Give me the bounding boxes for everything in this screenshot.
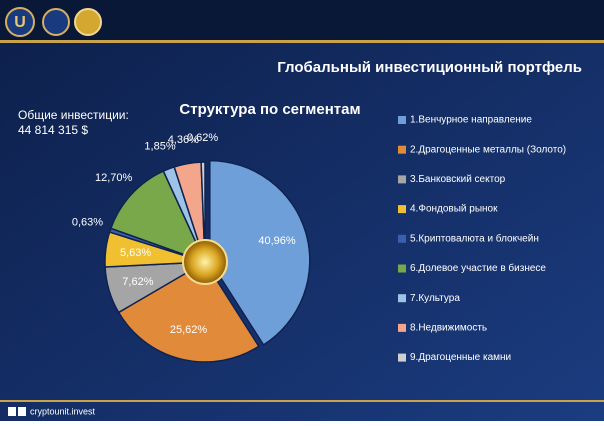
- legend-swatch: [398, 175, 406, 184]
- data-label: 5,63%: [120, 247, 151, 259]
- social-icon: [8, 407, 16, 416]
- legend-swatch: [398, 294, 406, 303]
- legend-label: 7.Культура: [410, 293, 460, 304]
- chart-title: Структура по сегментам: [179, 101, 360, 118]
- legend-swatch: [398, 116, 406, 124]
- center-coin: [182, 239, 228, 285]
- data-label: 4,36%: [168, 134, 199, 146]
- legend-label: 8.Недвижимость: [410, 323, 487, 334]
- summary-value: 44 814 315 $: [18, 123, 88, 137]
- logo: [42, 8, 70, 36]
- legend-swatch: [398, 234, 406, 243]
- legend-swatch: [398, 323, 406, 332]
- legend-label: 2.Драгоценные металлы (Золото): [410, 144, 566, 155]
- legend-swatch: [398, 353, 406, 362]
- pie: 40,96% 25,62% 7,62% 5,63% 0,63% 12,70% 1,85%4,…: [72, 132, 311, 363]
- pie-slice: [209, 159, 311, 346]
- legend-swatch: [398, 264, 406, 273]
- pie-slice: [200, 161, 206, 263]
- social-icon: [18, 407, 26, 416]
- logo: [74, 8, 102, 36]
- data-label: 25,62%: [170, 324, 208, 336]
- logo: [5, 7, 35, 37]
- legend-label: 4.Фондовый рынок: [410, 204, 498, 215]
- data-label: 12,70%: [95, 172, 133, 184]
- header-title: Глобальный инвестиционный портфель: [277, 59, 582, 76]
- data-label: 0,63%: [72, 216, 103, 228]
- gold-stripe: [0, 40, 604, 43]
- footer-stripe: [0, 400, 604, 402]
- data-label: 7,62%: [122, 276, 153, 288]
- pie-slice: [117, 260, 260, 363]
- legend-label: 1.Венчурное направление: [410, 115, 532, 126]
- summary-label: Общие инвестиции:: [18, 108, 129, 122]
- legend-swatch: [398, 145, 406, 154]
- data-label: 1,85%: [144, 140, 175, 152]
- legend-label: 6.Долевое участие в бизнесе: [410, 262, 546, 274]
- legend-swatch: [398, 205, 406, 214]
- data-label: 0,62%: [187, 132, 218, 144]
- legend-label: 3.Банковский сектор: [410, 174, 506, 185]
- data-label: 40,96%: [258, 235, 296, 247]
- pie-slice: [109, 170, 207, 264]
- legend-label: 9.Драгоценные камни: [410, 352, 511, 363]
- legend: 1.Венчурное направление 2.Драгоценные мет…: [398, 115, 566, 363]
- logo-text: U: [14, 14, 26, 31]
- footer-text: cryptounit.invest: [30, 406, 96, 416]
- legend-label: 5.Криптовалюта и блокчейн: [410, 232, 539, 244]
